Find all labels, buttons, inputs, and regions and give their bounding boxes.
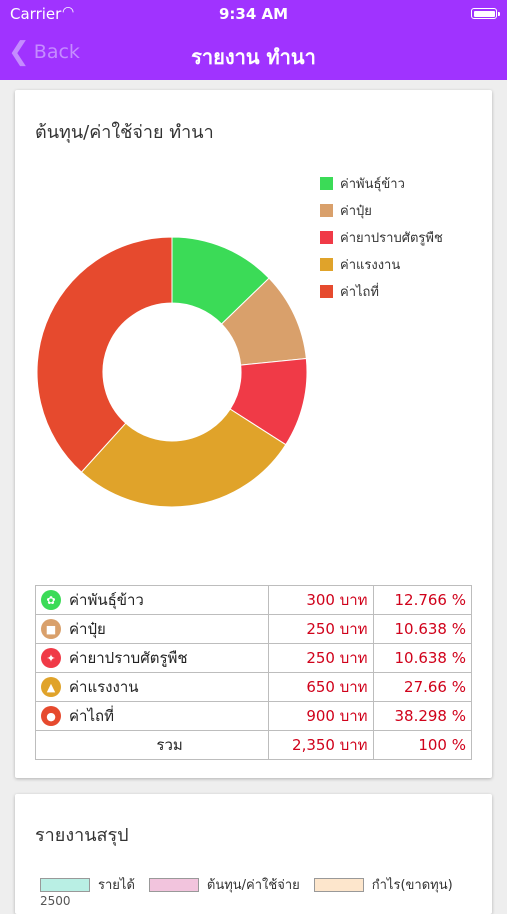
seed-icon: ✿ bbox=[41, 590, 61, 610]
summary-card-title: รายงานสรุป bbox=[35, 825, 129, 846]
legend-label: ต้นทุน/ค่าใช้จ่าย bbox=[206, 878, 300, 893]
row-name: ค่าพันธุ์ข้าว bbox=[69, 591, 144, 609]
carrier-label: Carrier bbox=[10, 5, 62, 23]
back-button[interactable]: ❮ Back bbox=[8, 39, 80, 65]
row-percent: 12.766 % bbox=[372, 585, 473, 615]
row-name: ค่าไถที่ bbox=[69, 707, 114, 725]
battery-icon bbox=[471, 8, 500, 19]
row-amount: 250 บาท bbox=[268, 614, 374, 644]
total-label: รวม bbox=[34, 730, 270, 760]
total-row: รวม 2,350 บาท 100 % bbox=[34, 730, 473, 760]
legend-swatch bbox=[320, 204, 333, 217]
labor-icon: ▲ bbox=[41, 677, 61, 697]
legend-item: ค่าไถที่ bbox=[320, 278, 443, 305]
row-amount: 300 บาท bbox=[268, 585, 374, 615]
row-name: ค่ายาปราบศัตรูพืช bbox=[69, 649, 188, 667]
row-amount: 250 บาท bbox=[268, 643, 374, 673]
donut-slice[interactable] bbox=[36, 236, 173, 473]
y-tick-label: 2500 bbox=[40, 894, 71, 908]
row-amount: 650 บาท bbox=[268, 672, 374, 702]
legend-swatch bbox=[320, 258, 333, 271]
row-amount: 900 บาท bbox=[268, 701, 374, 731]
chevron-left-icon: ❮ bbox=[8, 37, 30, 67]
navigation-bar: ❮ Back รายงาน ทำนา bbox=[0, 28, 507, 80]
legend-label: ค่าพันธุ์ข้าว bbox=[340, 177, 405, 192]
row-percent: 27.66 % bbox=[372, 672, 473, 702]
legend-item: ค่าปุ๋ย bbox=[320, 197, 443, 224]
legend-swatch bbox=[320, 177, 333, 190]
row-name: ค่าปุ๋ย bbox=[69, 620, 106, 638]
summary-legend: รายได้ ต้นทุน/ค่าใช้จ่าย กำไร(ขาดทุน) bbox=[40, 874, 467, 895]
legend-item: ค่ายาปราบศัตรูพืช bbox=[320, 224, 443, 251]
legend-label: กำไร(ขาดทุน) bbox=[371, 878, 453, 893]
legend-item: ค่าพันธุ์ข้าว bbox=[320, 170, 443, 197]
row-name: ค่าแรงงาน bbox=[69, 678, 139, 696]
legend-label: ค่าไถที่ bbox=[340, 285, 379, 300]
legend-label: ค่าแรงงาน bbox=[340, 258, 401, 273]
row-percent: 10.638 % bbox=[372, 614, 473, 644]
legend-swatch bbox=[320, 285, 333, 298]
donut-slice[interactable] bbox=[80, 408, 287, 508]
legend-swatch bbox=[320, 231, 333, 244]
status-bar: Carrier ◠ 9:34 AM bbox=[0, 0, 507, 28]
cost-card: ต้นทุน/ค่าใช้จ่าย ทำนา ค่าพันธุ์ข้าว ค่า… bbox=[15, 90, 492, 778]
legend-label: รายได้ bbox=[98, 878, 135, 893]
status-time: 9:34 AM bbox=[218, 5, 289, 23]
plowing-icon: ● bbox=[41, 706, 61, 726]
table-row[interactable]: ✿ ค่าพันธุ์ข้าว 300 บาท 12.766 % bbox=[34, 585, 473, 615]
table-row[interactable]: ■ ค่าปุ๋ย 250 บาท 10.638 % bbox=[34, 614, 473, 644]
summary-card: รายงานสรุป รายได้ ต้นทุน/ค่าใช้จ่าย กำไร… bbox=[15, 794, 492, 914]
table-row[interactable]: ● ค่าไถที่ 900 บาท 38.298 % bbox=[34, 701, 473, 731]
row-percent: 10.638 % bbox=[372, 643, 473, 673]
legend-item: ค่าแรงงาน bbox=[320, 251, 443, 278]
chart-legend: ค่าพันธุ์ข้าว ค่าปุ๋ย ค่ายาปราบศัตรูพืช … bbox=[320, 170, 443, 305]
cost-card-title: ต้นทุน/ค่าใช้จ่าย ทำนา bbox=[35, 122, 214, 143]
total-percent: 100 % bbox=[372, 730, 473, 760]
wifi-icon: ◠ bbox=[62, 4, 75, 20]
pesticide-icon: ✦ bbox=[41, 648, 61, 668]
cost-table: ✿ ค่าพันธุ์ข้าว 300 บาท 12.766 % ■ ค่าปุ… bbox=[34, 585, 473, 760]
table-row[interactable]: ✦ ค่ายาปราบศัตรูพืช 250 บาท 10.638 % bbox=[34, 643, 473, 673]
total-amount: 2,350 บาท bbox=[268, 730, 374, 760]
legend-swatch bbox=[148, 877, 199, 892]
page-title: รายงาน ทำนา bbox=[191, 45, 316, 69]
legend-swatch bbox=[313, 877, 364, 892]
fertilizer-icon: ■ bbox=[41, 619, 61, 639]
donut-chart bbox=[36, 236, 308, 508]
table-row[interactable]: ▲ ค่าแรงงาน 650 บาท 27.66 % bbox=[34, 672, 473, 702]
legend-swatch bbox=[40, 877, 90, 892]
back-label: Back bbox=[33, 41, 80, 63]
legend-label: ค่ายาปราบศัตรูพืช bbox=[340, 231, 443, 246]
legend-label: ค่าปุ๋ย bbox=[340, 204, 372, 219]
row-percent: 38.298 % bbox=[372, 701, 473, 731]
